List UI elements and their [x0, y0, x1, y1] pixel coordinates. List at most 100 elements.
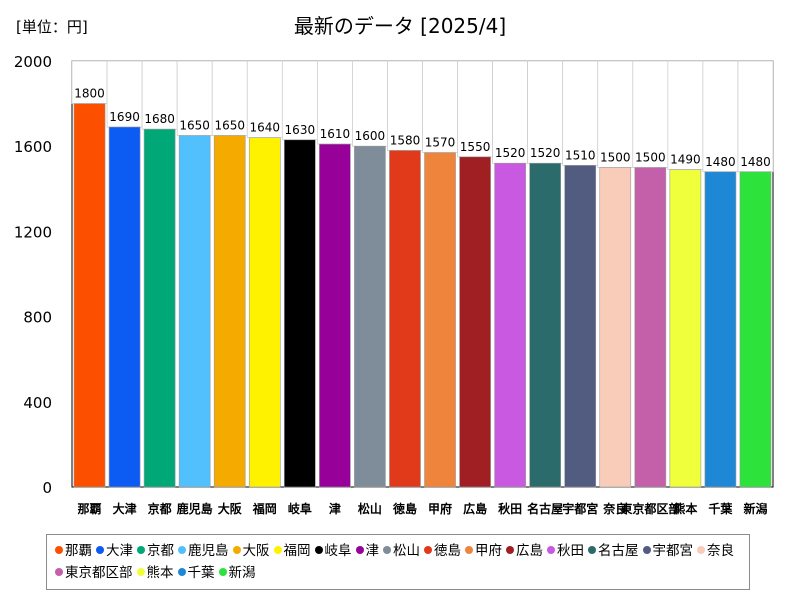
bar: [283, 139, 316, 488]
legend-label: 広島: [516, 543, 543, 559]
x-tick-label: 鹿児島: [177, 501, 213, 516]
bar: [319, 143, 351, 488]
legend-item: 東京都区部: [55, 562, 133, 584]
legend-dot-icon: [136, 568, 145, 576]
bar-slot: [667, 60, 704, 170]
legend-item: 岐阜: [314, 540, 352, 562]
legend-label: 大阪: [242, 543, 270, 559]
y-tick-label: 400: [23, 394, 52, 412]
legend-label: 鹿児島: [188, 543, 229, 559]
x-tick-label: 那覇: [78, 502, 102, 516]
x-tick-label: 大津: [113, 501, 137, 516]
bar-value-label: 1600: [355, 129, 386, 143]
bar: [669, 169, 702, 488]
x-tick-label: 奈良: [602, 501, 627, 516]
bar-slot: [211, 60, 248, 136]
legend-dot-icon: [55, 546, 63, 554]
y-tick-label: 0: [42, 479, 52, 497]
legend-item: 津: [355, 540, 380, 562]
bar-value-label: 1480: [740, 155, 771, 169]
x-tick-label: 東京都区部: [620, 501, 680, 516]
chart-legend: 那覇 大津 京都 鹿児島 大阪 福岡 岐阜津松山 徳島 甲府 広島 秋田 名古屋 宇都宮 奈良東京都区部熊…: [46, 534, 750, 590]
legend-label: 京都: [147, 543, 174, 559]
bar-value-label: 1800: [74, 87, 105, 101]
legend-dot-icon: [642, 546, 651, 554]
legend-item: 徳島: [424, 540, 461, 562]
bar-value-label: 1490: [670, 153, 701, 167]
x-tick-label: 徳島: [392, 501, 417, 516]
legend-item: 京都: [137, 540, 174, 562]
x-tick-label: 松山: [358, 501, 382, 516]
y-tick-label: 2000: [14, 53, 52, 71]
legend-label: 名古屋: [598, 543, 639, 559]
legend-dot-icon: [506, 546, 514, 554]
bar-slot: [176, 60, 213, 136]
bar-value-label: 1500: [635, 151, 666, 165]
bar-value-label: 1650: [214, 119, 245, 133]
legend-label: 東京都区部: [65, 565, 133, 581]
x-tick-label: 宇都宮: [562, 501, 598, 516]
bar: [424, 152, 456, 488]
bar-slot: [281, 60, 318, 141]
bar-value-label: 1570: [425, 136, 456, 150]
bar-value-label: 1680: [144, 112, 175, 126]
legend-dot-icon: [218, 568, 227, 576]
legend-item: 名古屋: [588, 540, 639, 562]
legend-dot-icon: [383, 546, 391, 554]
bar-value-label: 1690: [109, 110, 140, 124]
legend-dot-icon: [355, 546, 364, 554]
x-tick-label: 大阪: [218, 501, 243, 516]
legend-item: 広島: [506, 540, 543, 562]
legend-dot-icon: [137, 546, 145, 554]
bar: [354, 145, 386, 488]
legend-dot-icon: [96, 546, 104, 554]
bar: [248, 137, 281, 488]
bar-value-label: 1500: [600, 151, 631, 165]
legend-label: 松山: [393, 543, 420, 559]
legend-dot-icon: [273, 546, 282, 554]
bar-value-label: 1580: [390, 133, 421, 147]
legend-dot-icon: [697, 546, 705, 554]
x-tick-label: 名古屋: [527, 501, 563, 516]
x-tick-label: 津: [329, 501, 341, 516]
x-tick-label: 熊本: [673, 501, 697, 516]
legend-label: 奈良: [707, 543, 734, 559]
bar: [564, 165, 597, 488]
y-tick-label: 1200: [14, 223, 52, 241]
legend-dot-icon: [232, 546, 241, 554]
bar-value-label: 1550: [460, 140, 491, 154]
bar: [704, 171, 737, 488]
legend-label: 津: [365, 543, 380, 559]
y-tick-label: 800: [23, 309, 52, 327]
x-tick-label: 岐阜: [288, 501, 312, 516]
legend-item: 大阪: [232, 540, 270, 562]
bar-value-label: 1640: [250, 121, 281, 135]
legend-label: 宇都宮: [652, 543, 694, 559]
bar-slot: [527, 60, 564, 164]
legend-label: 熊本: [146, 565, 174, 581]
bar: [739, 171, 772, 488]
legend-item: 千葉: [177, 562, 215, 584]
legend-label: 福岡: [283, 543, 311, 559]
x-tick-label: 新潟: [743, 501, 767, 516]
legend-item: 新潟: [218, 562, 256, 584]
bar: [389, 150, 421, 488]
bar-value-label: 1630: [285, 123, 316, 137]
x-tick-label: 秋田: [498, 501, 522, 516]
bar: [73, 103, 106, 488]
x-tick-label: 福岡: [252, 501, 277, 516]
bar-slot: [457, 60, 493, 158]
bar: [143, 128, 176, 488]
legend-label: 岐阜: [324, 543, 352, 559]
bar-value-label: 1520: [530, 146, 561, 160]
unit-label: [単位：円]: [16, 18, 88, 36]
bar: [634, 167, 667, 488]
legend-dot-icon: [424, 546, 432, 554]
legend-label: 大津: [106, 543, 133, 559]
legend-item: 奈良: [697, 540, 734, 562]
x-tick-label: 広島: [463, 501, 487, 516]
legend-label: 那覇: [65, 543, 92, 559]
legend-item: 福岡: [273, 540, 311, 562]
bar-value-label: 1480: [705, 155, 736, 169]
legend-label: 秋田: [557, 543, 584, 559]
